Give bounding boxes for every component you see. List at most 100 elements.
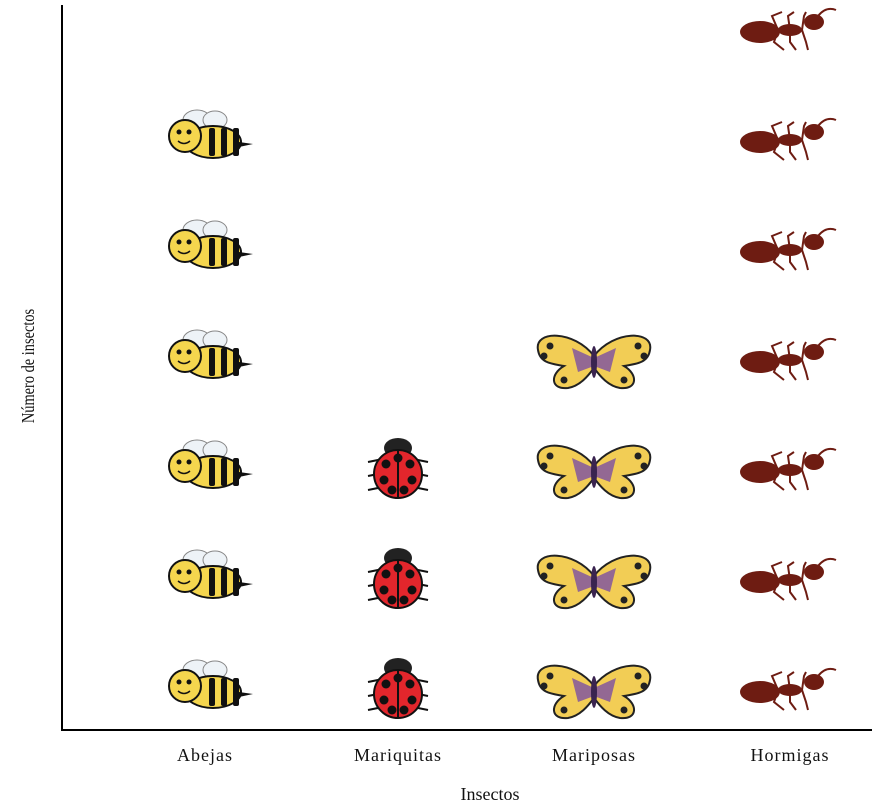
leg <box>801 469 809 491</box>
smile <box>177 690 191 695</box>
eye <box>186 349 192 355</box>
stripe <box>221 238 227 266</box>
leg <box>770 451 783 471</box>
spot <box>405 459 415 469</box>
leg <box>770 11 783 31</box>
icon <box>168 329 253 379</box>
spot <box>560 706 568 714</box>
spot <box>634 342 642 350</box>
stripe <box>233 238 239 266</box>
spot <box>546 672 554 680</box>
stripe <box>221 568 227 596</box>
icon <box>168 109 253 159</box>
eye <box>176 129 182 135</box>
spot <box>640 572 648 580</box>
abdomen <box>740 241 780 263</box>
icon <box>740 447 837 491</box>
spot <box>407 585 417 595</box>
spot <box>387 485 397 495</box>
smile <box>177 360 191 365</box>
leg <box>801 121 807 141</box>
icon <box>168 439 253 489</box>
spot <box>393 563 403 573</box>
spot <box>379 585 389 595</box>
head <box>804 564 824 580</box>
eye <box>186 459 192 465</box>
spot <box>560 376 568 384</box>
icon-column <box>740 7 837 711</box>
abdomen <box>740 461 780 483</box>
spot <box>399 705 409 715</box>
icon <box>168 219 253 269</box>
head <box>168 119 202 153</box>
antenna <box>817 117 837 127</box>
x-tick-label: Hormigas <box>751 745 830 765</box>
leg <box>801 561 807 581</box>
abdomen <box>740 571 780 593</box>
leg <box>801 341 807 361</box>
stripe <box>221 128 227 156</box>
leg <box>770 231 783 251</box>
icon <box>168 659 253 709</box>
leg <box>801 249 809 271</box>
eye <box>186 239 192 245</box>
head <box>804 344 824 360</box>
smile <box>177 140 191 145</box>
stripe <box>209 568 215 596</box>
icon <box>740 227 837 271</box>
icon-column <box>168 109 253 709</box>
head <box>168 669 202 703</box>
thorax <box>778 134 802 146</box>
spot <box>407 695 417 705</box>
icon <box>740 7 837 51</box>
stinger <box>239 472 253 477</box>
stinger <box>239 692 253 697</box>
eye <box>176 459 182 465</box>
icon <box>168 549 253 599</box>
stinger <box>239 252 253 257</box>
spot <box>381 679 391 689</box>
smile <box>177 250 191 255</box>
spot <box>620 486 628 494</box>
spot <box>387 705 397 715</box>
stripe <box>209 238 215 266</box>
head <box>804 124 824 140</box>
stinger <box>239 582 253 587</box>
icon <box>740 557 837 601</box>
stripe <box>221 458 227 486</box>
spot <box>381 459 391 469</box>
spot <box>399 485 409 495</box>
stripe <box>209 678 215 706</box>
smile <box>177 470 191 475</box>
spot <box>405 679 415 689</box>
thorax <box>778 24 802 36</box>
spot <box>381 569 391 579</box>
icon-column <box>536 334 652 720</box>
spot <box>560 486 568 494</box>
icon <box>740 117 837 161</box>
antenna <box>817 7 837 17</box>
spot <box>546 342 554 350</box>
spot <box>540 572 548 580</box>
eye <box>176 569 182 575</box>
stripe <box>233 568 239 596</box>
eye <box>176 349 182 355</box>
stripe <box>221 678 227 706</box>
head <box>804 234 824 250</box>
head <box>168 339 202 373</box>
spot <box>540 462 548 470</box>
spot <box>634 562 642 570</box>
eye <box>176 239 182 245</box>
body <box>591 456 597 488</box>
icon <box>740 667 837 711</box>
abdomen <box>740 681 780 703</box>
leg <box>770 121 783 141</box>
icon <box>367 438 429 499</box>
spot <box>640 352 648 360</box>
stripe <box>233 458 239 486</box>
head <box>804 454 824 470</box>
leg <box>801 359 809 381</box>
spot <box>620 376 628 384</box>
spot <box>393 673 403 683</box>
stinger <box>239 362 253 367</box>
